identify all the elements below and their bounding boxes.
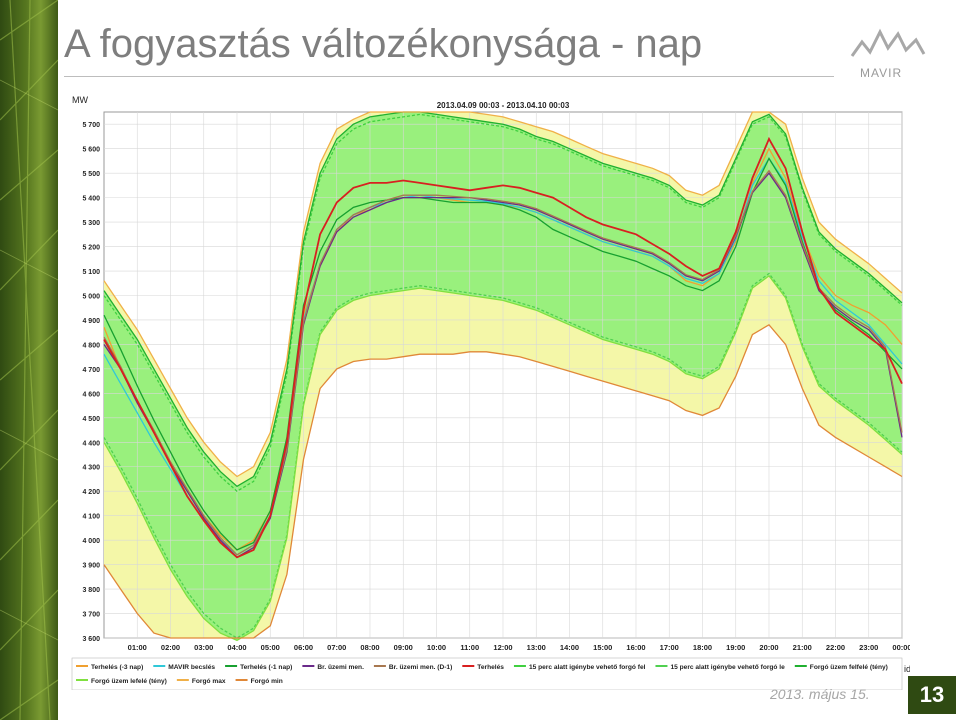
x-tick-label: 18:00 bbox=[693, 643, 712, 652]
y-tick-label: 5 300 bbox=[82, 220, 100, 227]
x-tick-label: 14:00 bbox=[560, 643, 579, 652]
legend-box bbox=[71, 657, 903, 690]
x-tick-label: 02:00 bbox=[161, 643, 180, 652]
y-tick-label: 4 600 bbox=[82, 391, 100, 398]
legend-label: 15 perc alatt igénybe vehető forgó fel bbox=[529, 664, 646, 671]
series-line bbox=[103, 136, 903, 559]
grass-texture bbox=[0, 0, 58, 720]
title-divider bbox=[64, 76, 834, 77]
x-tick-label: 04:00 bbox=[227, 643, 246, 652]
series-line bbox=[103, 111, 903, 488]
x-tick-label: 23:00 bbox=[859, 643, 878, 652]
x-tick-label: 16:00 bbox=[626, 643, 645, 652]
y-axis-label: MW bbox=[72, 95, 88, 105]
series-line bbox=[103, 157, 903, 551]
legend-label: Forgó üzem felfelé (tény) bbox=[810, 664, 888, 671]
x-tick-label: 09:00 bbox=[394, 643, 413, 652]
legend-label: 15 perc alatt igénybe vehető forgó le bbox=[670, 664, 785, 671]
y-tick-label: 5 400 bbox=[82, 196, 100, 203]
logo-text: MAVIR bbox=[860, 66, 903, 80]
y-tick-label: 5 700 bbox=[82, 122, 100, 129]
y-tick-label: 5 100 bbox=[82, 269, 100, 276]
footer-date: 2013. május 15. bbox=[770, 686, 870, 702]
legend-label: Forgó üzem lefelé (tény) bbox=[91, 678, 167, 685]
x-tick-label: 15:00 bbox=[593, 643, 612, 652]
legend-label: Br. üzemi men. (D-1) bbox=[389, 664, 452, 671]
y-tick-label: 3 700 bbox=[82, 612, 100, 619]
x-tick-label: 20:00 bbox=[759, 643, 778, 652]
y-tick-label: 4 300 bbox=[82, 465, 100, 472]
x-tick-label: 13:00 bbox=[527, 643, 546, 652]
y-tick-label: 3 900 bbox=[82, 563, 100, 570]
y-tick-label: 5 500 bbox=[82, 171, 100, 178]
x-tick-label: 21:00 bbox=[793, 643, 812, 652]
x-tick-label: 07:00 bbox=[327, 643, 346, 652]
y-tick-label: 4 200 bbox=[82, 489, 100, 496]
y-tick-label: 4 900 bbox=[82, 318, 100, 325]
chart-title: 2013.04.09 00:03 - 2013.04.10 00:03 bbox=[437, 101, 570, 110]
legend-label: Terhelés bbox=[477, 664, 504, 671]
x-tick-label: 06:00 bbox=[294, 643, 313, 652]
y-tick-label: 4 500 bbox=[82, 416, 100, 423]
x-tick-label: 01:00 bbox=[128, 643, 147, 652]
x-tick-label: 08:00 bbox=[360, 643, 379, 652]
y-tick-label: 4 000 bbox=[82, 538, 100, 545]
legend-label: Forgó min bbox=[251, 678, 283, 685]
y-tick-label: 5 200 bbox=[82, 245, 100, 252]
x-tick-label: 22:00 bbox=[826, 643, 845, 652]
decorative-sidebar bbox=[0, 0, 58, 720]
x-tick-label: 11:00 bbox=[460, 643, 479, 652]
legend-label: Terhelés (-1 nap) bbox=[240, 664, 292, 671]
x-tick-label: 03:00 bbox=[194, 643, 213, 652]
x-tick-label: 10:00 bbox=[427, 643, 446, 652]
series-line bbox=[103, 323, 903, 639]
slide-title: A fogyasztás változékonysága - nap bbox=[64, 22, 703, 66]
y-tick-label: 4 700 bbox=[82, 367, 100, 374]
series-line bbox=[103, 169, 903, 556]
page-number: 13 bbox=[908, 676, 956, 714]
series-line bbox=[103, 274, 903, 642]
y-tick-label: 3 800 bbox=[82, 587, 100, 594]
consumption-chart: 3 600 3 700 3 800 3 900 4 000 4 100 4 200 4 300… bbox=[71, 95, 910, 690]
y-tick-label: 4 400 bbox=[82, 440, 100, 447]
legend-label: Forgó max bbox=[192, 678, 226, 685]
legend-label: Terhelés (-3 nap) bbox=[91, 664, 143, 671]
legend-label: MAVIR becslés bbox=[168, 664, 215, 671]
series-line bbox=[103, 113, 903, 493]
y-tick-label: 4 100 bbox=[82, 514, 100, 521]
series-line bbox=[103, 111, 903, 478]
x-axis-label: idő bbox=[904, 664, 910, 674]
y-tick-label: 4 800 bbox=[82, 342, 100, 349]
x-tick-label: 12:00 bbox=[493, 643, 512, 652]
y-tick-label: 5 600 bbox=[82, 147, 100, 154]
y-tick-label: 3 600 bbox=[82, 636, 100, 643]
x-tick-label: 05:00 bbox=[261, 643, 280, 652]
series-line bbox=[103, 272, 903, 639]
mavir-logo-icon bbox=[850, 28, 926, 57]
x-tick-label: 00:00 bbox=[892, 643, 910, 652]
legend-label: Br. üzemi men. bbox=[317, 664, 364, 671]
x-tick-label: 19:00 bbox=[726, 643, 745, 652]
y-tick-label: 5 000 bbox=[82, 293, 100, 300]
x-tick-label: 17:00 bbox=[660, 643, 679, 652]
